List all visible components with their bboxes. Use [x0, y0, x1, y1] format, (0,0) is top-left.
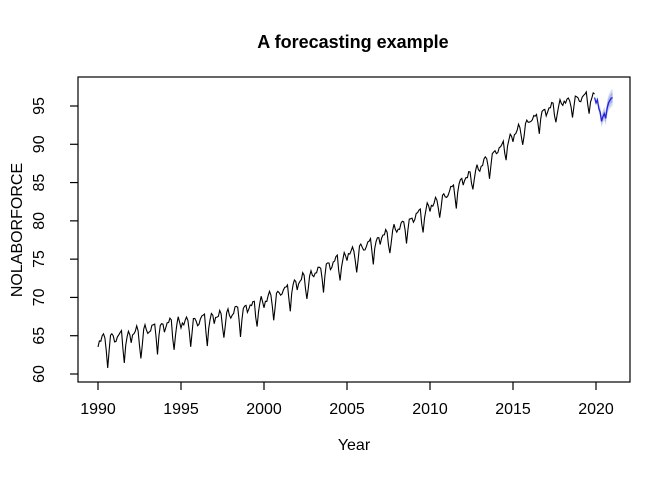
- y-tick-label: 85: [31, 174, 48, 192]
- x-tick-label: 2020: [578, 401, 614, 418]
- y-tick-label: 65: [31, 327, 48, 345]
- x-tick-label: 2010: [412, 401, 448, 418]
- observed-series-line: [97, 90, 595, 369]
- y-tick-label: 60: [31, 365, 48, 383]
- y-tick-label: 90: [31, 135, 48, 153]
- y-tick-label: 75: [31, 250, 48, 268]
- x-tick-label: 1995: [163, 401, 199, 418]
- plot-area: 1990 1995 2000 2005 2010 2015 2020 60 65 70 75 80 85…: [31, 76, 631, 418]
- x-tick-label: 2015: [495, 401, 531, 418]
- forecast-95-band: [594, 89, 613, 128]
- chart-title: A forecasting example: [257, 32, 448, 52]
- y-tick-label: 80: [31, 212, 48, 230]
- x-axis-label: Year: [338, 437, 371, 454]
- x-tick-label: 2005: [329, 401, 365, 418]
- x-tick-label: 2000: [246, 401, 282, 418]
- forecast-mean-line: [593, 97, 613, 122]
- y-tick-label: 95: [31, 97, 48, 115]
- y-tick-label: 70: [31, 288, 48, 306]
- x-tick-label: 1990: [80, 401, 116, 418]
- plot-box: [77, 76, 631, 383]
- y-axis-label: NOLABORFORCE: [9, 163, 26, 297]
- forecast-80-band: [594, 92, 613, 125]
